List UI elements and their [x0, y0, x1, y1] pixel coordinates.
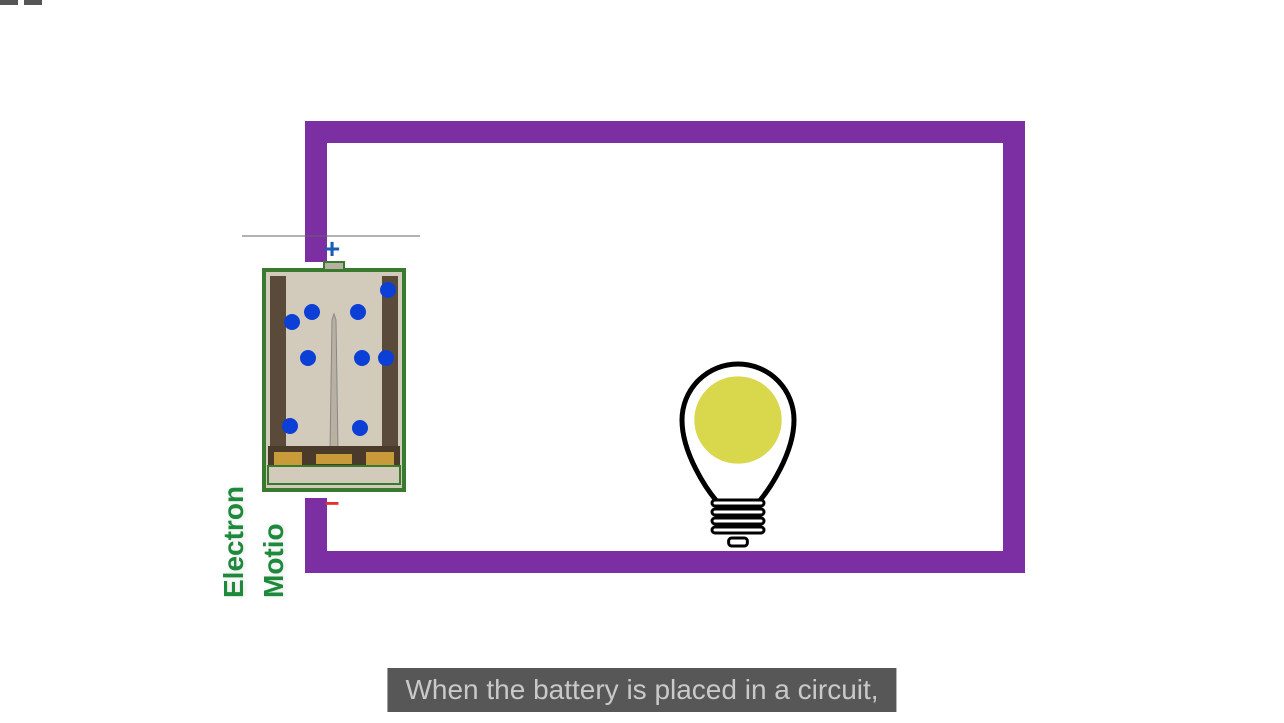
svg-text:+: +: [324, 233, 340, 264]
motion-label: Motio: [258, 523, 290, 598]
circuit-diagram: +−: [0, 0, 1284, 723]
svg-text:−: −: [324, 488, 339, 518]
electron-label: Electron: [218, 486, 250, 598]
subtitle-caption: When the battery is placed in a circuit,: [387, 668, 896, 712]
